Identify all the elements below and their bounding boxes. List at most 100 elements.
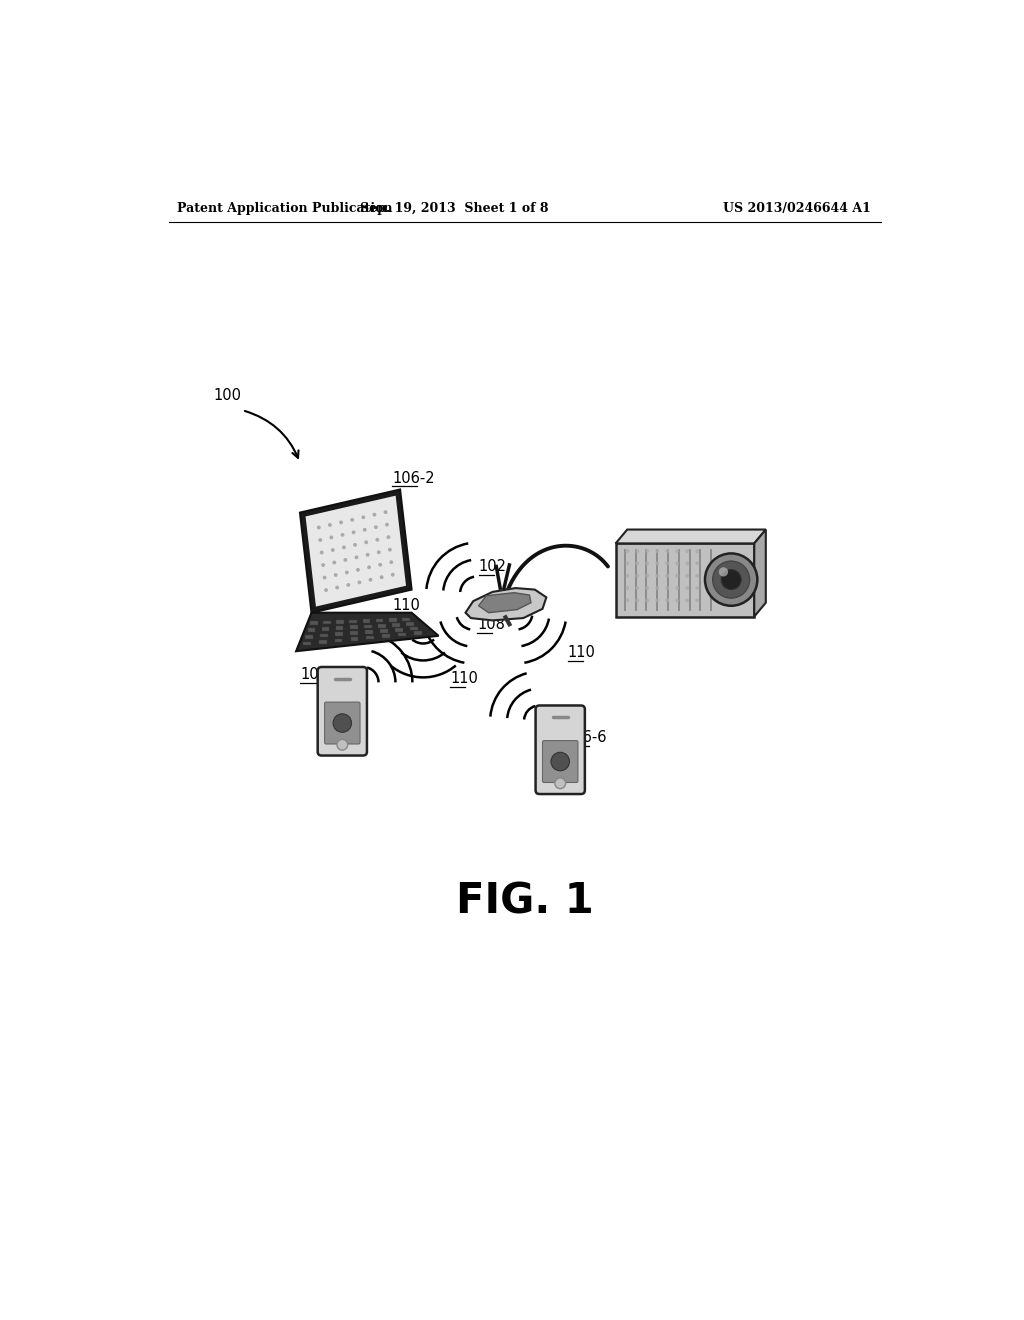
Circle shape: [325, 589, 328, 591]
Circle shape: [626, 561, 629, 565]
Circle shape: [685, 561, 689, 565]
Circle shape: [626, 549, 629, 553]
Circle shape: [676, 586, 679, 590]
Text: 110: 110: [451, 671, 478, 686]
Bar: [392, 623, 399, 627]
Bar: [322, 627, 330, 631]
Bar: [350, 631, 357, 635]
Circle shape: [635, 598, 639, 602]
Circle shape: [666, 598, 669, 602]
Polygon shape: [478, 593, 531, 612]
Circle shape: [635, 586, 639, 590]
Bar: [350, 638, 358, 642]
Circle shape: [695, 598, 699, 602]
Circle shape: [645, 549, 649, 553]
Bar: [336, 626, 343, 630]
Circle shape: [666, 561, 669, 565]
Circle shape: [388, 548, 392, 552]
Circle shape: [384, 511, 387, 513]
Bar: [307, 628, 315, 632]
Circle shape: [353, 543, 357, 546]
Circle shape: [705, 553, 758, 606]
Text: 100: 100: [214, 388, 242, 404]
Circle shape: [676, 561, 679, 565]
Circle shape: [655, 561, 659, 565]
Text: 102: 102: [478, 560, 507, 574]
Circle shape: [385, 523, 389, 527]
Circle shape: [655, 586, 659, 590]
Circle shape: [356, 568, 359, 572]
Circle shape: [666, 574, 669, 578]
Bar: [410, 627, 418, 631]
Text: 106-6: 106-6: [564, 730, 606, 744]
Circle shape: [635, 561, 639, 565]
Circle shape: [645, 574, 649, 578]
Polygon shape: [615, 529, 766, 544]
Circle shape: [666, 586, 669, 590]
Bar: [376, 619, 383, 623]
Bar: [389, 618, 396, 622]
Text: 106-2: 106-2: [392, 471, 435, 486]
Circle shape: [695, 549, 699, 553]
Circle shape: [655, 549, 659, 553]
Circle shape: [666, 549, 669, 553]
Circle shape: [333, 714, 351, 733]
Circle shape: [333, 561, 336, 565]
Bar: [366, 630, 373, 634]
Text: 108: 108: [477, 616, 505, 632]
Circle shape: [343, 558, 347, 562]
Circle shape: [635, 574, 639, 578]
Circle shape: [316, 525, 321, 529]
Circle shape: [626, 598, 629, 602]
Circle shape: [551, 752, 569, 771]
Polygon shape: [755, 529, 766, 616]
Circle shape: [676, 574, 679, 578]
Circle shape: [362, 528, 367, 532]
Text: US 2013/0246644 A1: US 2013/0246644 A1: [724, 202, 871, 215]
Bar: [406, 622, 414, 626]
Circle shape: [713, 561, 750, 598]
Bar: [362, 619, 371, 623]
Bar: [349, 619, 357, 623]
Circle shape: [350, 517, 354, 521]
Circle shape: [328, 523, 332, 527]
Bar: [321, 634, 328, 638]
Text: FIG. 1: FIG. 1: [456, 880, 594, 923]
Bar: [336, 620, 344, 624]
Circle shape: [685, 574, 689, 578]
Circle shape: [391, 573, 394, 577]
Circle shape: [346, 583, 350, 587]
Circle shape: [676, 549, 679, 553]
Circle shape: [676, 598, 679, 602]
Text: 104: 104: [646, 529, 675, 545]
Circle shape: [368, 565, 371, 569]
Circle shape: [365, 540, 368, 544]
Circle shape: [378, 562, 382, 566]
Circle shape: [335, 586, 339, 590]
Circle shape: [351, 531, 355, 535]
Circle shape: [655, 598, 659, 602]
Bar: [380, 628, 388, 632]
Bar: [350, 626, 357, 630]
Circle shape: [373, 512, 377, 516]
Bar: [305, 635, 313, 639]
Circle shape: [389, 560, 393, 564]
Circle shape: [376, 537, 379, 541]
Circle shape: [695, 586, 699, 590]
Circle shape: [626, 586, 629, 590]
FancyBboxPatch shape: [536, 705, 585, 795]
Bar: [364, 624, 372, 628]
FancyBboxPatch shape: [543, 741, 578, 783]
Circle shape: [719, 568, 728, 577]
Polygon shape: [300, 490, 412, 612]
Circle shape: [369, 578, 373, 582]
Circle shape: [330, 536, 333, 540]
Circle shape: [645, 586, 649, 590]
Circle shape: [337, 739, 348, 750]
Circle shape: [322, 564, 325, 568]
Circle shape: [655, 574, 659, 578]
Bar: [335, 632, 343, 636]
Circle shape: [357, 581, 361, 585]
Bar: [335, 639, 342, 643]
Circle shape: [318, 539, 323, 543]
